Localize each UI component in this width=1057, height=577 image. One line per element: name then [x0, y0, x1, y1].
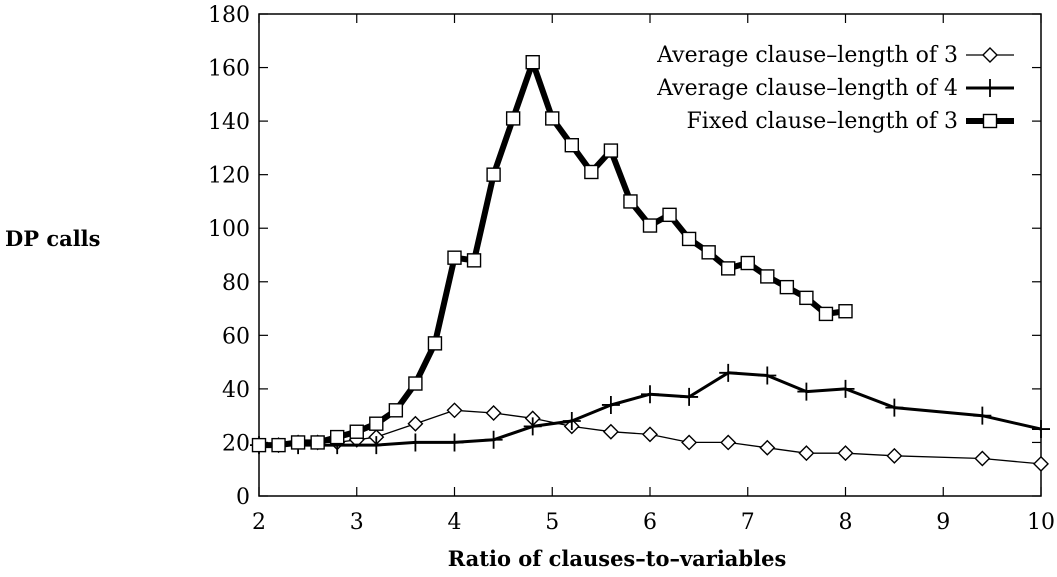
series-3-point	[525, 55, 540, 70]
y-tick-label: 0	[236, 485, 250, 510]
series-2-point	[562, 412, 581, 431]
y-tick-label: 60	[222, 324, 250, 349]
series-1-point	[1033, 455, 1049, 472]
series-3-point	[388, 403, 404, 418]
series-1-point	[446, 402, 463, 419]
series-2-point	[406, 433, 425, 452]
series-3-point	[271, 437, 286, 453]
legend-entry-3: Fixed clause–length of 3	[687, 109, 1014, 134]
series-3-point	[486, 167, 501, 182]
series-3-point	[740, 255, 755, 271]
series-3-point	[760, 269, 775, 284]
series-1-point	[798, 445, 815, 462]
series-2-point	[601, 395, 620, 414]
series-3-point	[310, 435, 325, 450]
series-1-point	[681, 434, 698, 451]
series-2-point	[680, 387, 699, 406]
series-3-point	[603, 143, 619, 158]
series-3-point	[427, 336, 443, 351]
series-3-point	[701, 245, 716, 260]
series-1-point	[974, 450, 991, 467]
legend-label: Average clause–length of 4	[656, 76, 958, 101]
series-2-point	[484, 430, 503, 449]
y-tick-label: 100	[208, 217, 250, 242]
series-2-point	[719, 363, 738, 382]
series-1-point	[886, 447, 903, 464]
series-3-point	[799, 290, 814, 306]
series-3-point	[408, 376, 423, 391]
y-tick-label: 20	[222, 431, 250, 456]
series-3-point	[447, 250, 462, 265]
y-tick-label: 120	[208, 164, 250, 189]
series-3-point	[564, 138, 579, 153]
series-2	[250, 363, 1050, 455]
series-3-point	[330, 429, 345, 445]
series-1-point	[485, 404, 502, 421]
series-2-point	[445, 433, 464, 452]
y-tick-label: 180	[208, 3, 250, 28]
series-3-point	[681, 231, 697, 247]
series-3-point	[251, 437, 267, 453]
x-tick-label: 3	[350, 510, 364, 535]
series-1-point	[602, 423, 619, 440]
legend-label: Fixed clause–length of 3	[687, 109, 958, 134]
series-2-point	[758, 366, 777, 385]
series-3-point	[349, 424, 364, 439]
x-tick-label: 4	[448, 510, 462, 535]
y-tick-label: 160	[208, 57, 250, 82]
series-2-point	[367, 436, 386, 455]
series-3-point	[779, 279, 795, 295]
series-3-point	[584, 164, 599, 180]
series-3-point	[290, 435, 306, 450]
series-3-point	[466, 253, 482, 268]
series-1	[251, 402, 1049, 472]
legend-marker	[982, 113, 998, 129]
series-3-point	[662, 207, 677, 223]
series-1-point	[642, 426, 658, 443]
series-3-point	[623, 194, 638, 209]
x-tick-label: 6	[643, 510, 657, 535]
x-tick-label: 2	[252, 510, 266, 535]
y-tick-label: 140	[208, 110, 250, 135]
x-tick-label: 8	[839, 510, 853, 535]
series-1-point	[837, 445, 854, 462]
y-tick-label: 40	[222, 378, 250, 403]
legend-label: Average clause–length of 3	[656, 43, 958, 68]
series-layer	[250, 55, 1050, 472]
series-3-point	[369, 416, 384, 431]
series-2-point	[973, 406, 992, 425]
series-3-point	[545, 111, 560, 126]
series-3-point	[642, 218, 658, 233]
y-axis-label: DP calls	[5, 226, 100, 251]
series-3-point	[505, 111, 521, 126]
legend-marker	[982, 47, 998, 63]
series-1-point	[759, 439, 776, 456]
series-2-point	[523, 417, 542, 436]
series-1-point	[407, 415, 424, 432]
series-2-point	[797, 382, 816, 401]
series-2-point	[641, 385, 659, 404]
x-tick-label: 5	[545, 510, 559, 535]
series-2-point	[1032, 420, 1050, 439]
series-2-point	[836, 379, 855, 398]
legend-entry-2: Average clause–length of 4	[656, 76, 1014, 101]
tick-marks	[258, 13, 1042, 497]
series-3-point	[721, 261, 736, 276]
series-3-point	[838, 304, 853, 319]
legend-entry-1: Average clause–length of 3	[656, 43, 1014, 68]
x-tick-label: 10	[1027, 510, 1055, 535]
legend: Average clause–length of 3 Average clause…	[656, 43, 1014, 134]
y-tick-label: 80	[222, 271, 250, 296]
x-tick-label: 7	[741, 510, 755, 535]
series-1-point	[720, 434, 737, 451]
legend-marker	[981, 79, 999, 97]
series-2-point	[885, 398, 904, 417]
series-3	[251, 55, 853, 453]
x-tick-label: 9	[936, 510, 950, 535]
series-3-point	[818, 306, 834, 322]
x-axis-label: Ratio of clauses–to–variables	[448, 546, 787, 571]
